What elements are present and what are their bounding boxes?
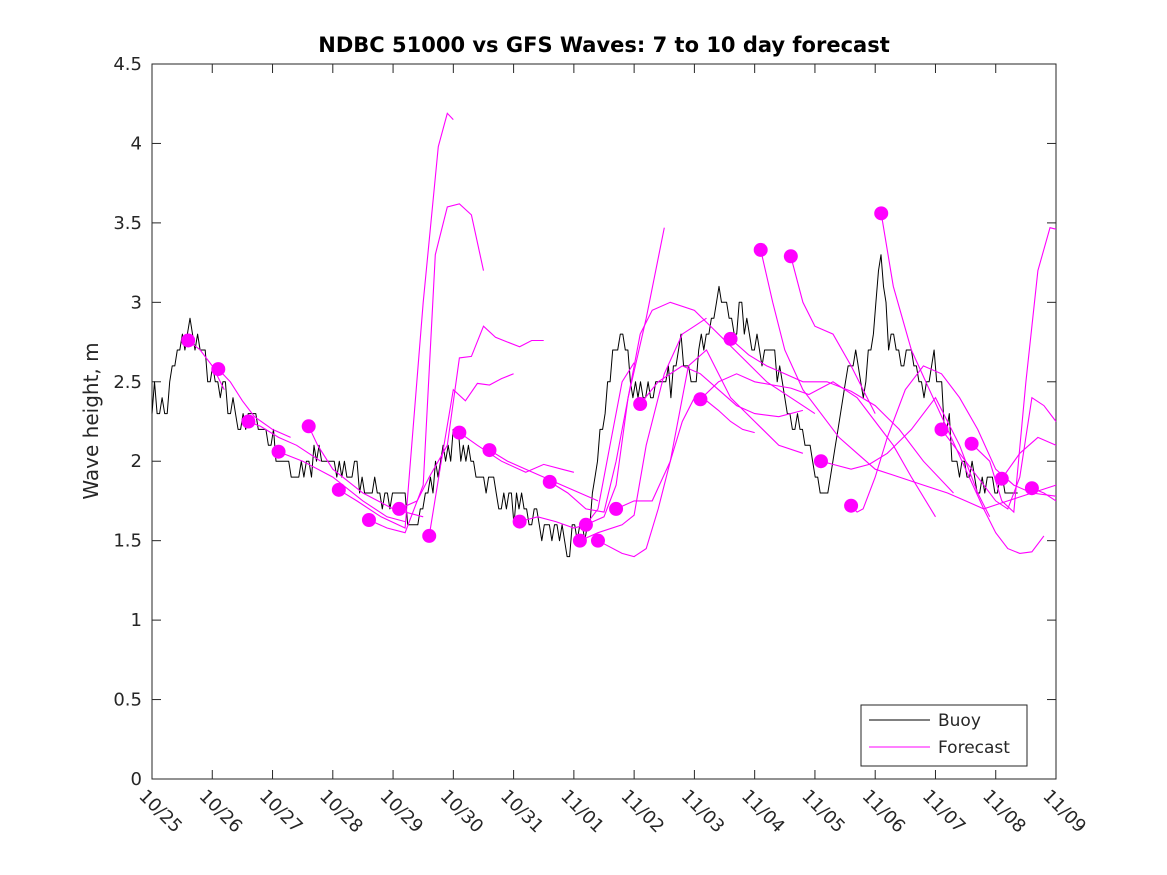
- forecast-start-point: [609, 501, 624, 516]
- forecast-start-point: [844, 498, 859, 513]
- forecast-start-point: [422, 528, 437, 543]
- forecast-start-point: [874, 206, 889, 221]
- forecast-start-point: [578, 517, 593, 532]
- forecast-series-line: [880, 213, 1045, 554]
- y-tick-label: 2: [131, 451, 142, 472]
- y-tick-label: 2.5: [113, 372, 142, 393]
- forecast-start-point: [181, 333, 196, 348]
- forecast-start-point: [512, 514, 527, 529]
- forecast-series-line: [278, 451, 406, 523]
- forecast-series-line: [368, 203, 485, 534]
- y-tick-label: 3.5: [113, 213, 142, 234]
- forecast-start-point: [361, 513, 376, 528]
- forecast-start-point: [1024, 481, 1039, 496]
- y-tick-label: 0: [131, 769, 142, 790]
- forecast-start-point: [753, 242, 768, 257]
- forecast-series-line: [790, 256, 876, 414]
- forecast-series-line: [549, 227, 665, 513]
- forecast-start-point: [392, 501, 407, 516]
- forecast-series-line: [639, 365, 804, 418]
- y-tick-label: 0.5: [113, 690, 142, 711]
- y-tick-label: 3: [131, 292, 142, 313]
- forecast-start-point: [964, 436, 979, 451]
- forecast-series-line: [428, 373, 514, 536]
- legend-label-buoy: Buoy: [938, 711, 981, 731]
- legend: Buoy Forecast: [860, 704, 1028, 767]
- forecast-start-point: [452, 425, 467, 440]
- forecast-start-point: [693, 392, 708, 407]
- forecast-start-point: [633, 397, 648, 412]
- forecast-start-point: [542, 474, 557, 489]
- forecast-series-line: [730, 338, 954, 494]
- forecast-series-line: [248, 420, 322, 462]
- y-tick-label: 1.5: [113, 531, 142, 552]
- forecast-start-point: [572, 533, 587, 548]
- y-axis-label: Wave height, m: [79, 342, 103, 499]
- forecast-start-point: [211, 362, 226, 377]
- forecast-series-line: [217, 368, 291, 438]
- forecast-series-line: [1001, 436, 1057, 480]
- y-tick-label: 1: [131, 610, 142, 631]
- forecast-series-line: [338, 112, 454, 529]
- y-tick-label: 4.5: [113, 54, 142, 75]
- forecast-start-point: [783, 249, 798, 264]
- forecast-series-line: [597, 397, 755, 558]
- forecast-series-line: [971, 227, 1057, 514]
- forecast-start-point: [813, 454, 828, 469]
- forecast-series-line: [615, 349, 804, 510]
- forecast-series-line: [760, 249, 1057, 510]
- legend-box: [860, 704, 1028, 767]
- forecast-start-point: [723, 331, 738, 346]
- chart-title: NDBC 51000 vs GFS Waves: 7 to 10 day for…: [318, 33, 889, 57]
- forecast-series-line: [459, 432, 575, 473]
- forecast-series-line: [585, 301, 816, 526]
- forecast-series-line: [489, 449, 599, 502]
- forecast-start-point: [271, 444, 286, 459]
- forecast-start-point: [994, 471, 1009, 486]
- forecast-series-line: [941, 396, 1057, 510]
- forecast-series-line: [187, 340, 225, 390]
- forecast-series-line: [398, 325, 544, 510]
- forecast-series-line: [820, 396, 991, 518]
- forecast-start-point: [590, 533, 605, 548]
- forecast-series-line: [700, 373, 936, 518]
- y-tick-label: 4: [131, 133, 142, 154]
- forecast-start-point: [331, 482, 346, 497]
- forecast-start-point: [301, 419, 316, 434]
- forecast-series-line: [579, 317, 707, 542]
- forecast-start-point: [241, 414, 256, 429]
- forecast-series-line: [850, 365, 1057, 513]
- forecast-start-point: [482, 443, 497, 458]
- forecast-start-point: [934, 422, 949, 437]
- legend-label-forecast: Forecast: [938, 738, 1010, 758]
